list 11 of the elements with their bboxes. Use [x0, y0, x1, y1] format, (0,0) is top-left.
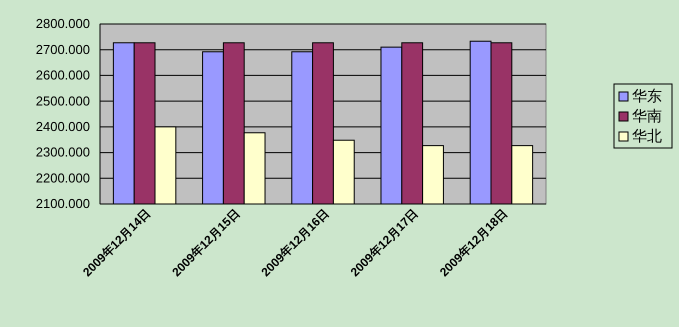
y-tick-label: 2600.000	[36, 68, 90, 83]
y-tick-label: 2400.000	[36, 119, 90, 134]
y-tick-label: 2700.000	[36, 42, 90, 57]
y-tick-label: 2800.000	[36, 16, 90, 32]
y-tick-label: 2100.000	[36, 196, 90, 212]
legend-label: 华东	[632, 87, 662, 105]
y-tick-label: 2300.000	[36, 144, 90, 160]
y-tick-label: 2500.000	[36, 93, 90, 108]
legend-label: 华北	[632, 127, 662, 145]
y-tick-label: 2200.000	[36, 170, 90, 186]
legend-label: 华南	[632, 107, 662, 125]
